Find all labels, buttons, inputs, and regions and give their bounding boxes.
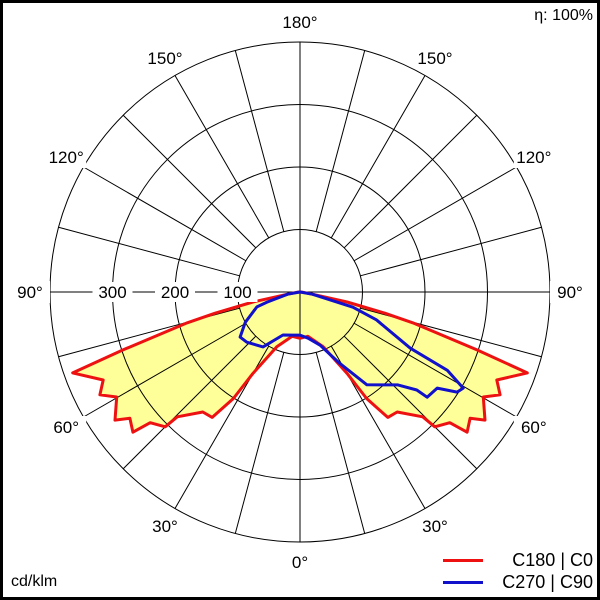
grid-spoke [353,322,517,418]
angle-label: 30° [422,517,448,536]
angle-label-bg [550,281,590,303]
angle-label: 60° [53,418,79,437]
legend-item-red: C180 | C0 [443,549,593,571]
legend-swatch-red [443,559,483,562]
angle-label-bg [513,416,554,438]
grid-spoke [83,322,247,418]
angle-label: 30° [152,517,178,536]
angle-label: 90° [17,283,43,302]
grid-spoke [234,50,285,232]
angle-label-bg [46,146,87,168]
angle-label: 60° [521,418,547,437]
angle-label-bg [145,47,185,70]
angle-label-bg [415,47,455,70]
angle-label-bg [280,551,320,573]
legend-item-blue: C270 | C90 [443,571,593,593]
grid-spoke [360,226,542,277]
series-line-C270-C90 [238,290,465,399]
angle-label: 120° [49,148,84,167]
grid-spoke [122,114,257,249]
angle-label: 180° [282,13,317,32]
grid-spoke [83,166,247,262]
angle-label: 150° [417,49,452,68]
grid-spoke [343,114,478,249]
grid-spoke [234,352,285,534]
grid-spoke [174,75,270,239]
unit-label: cd/klm [11,573,58,590]
angle-label-bg [145,514,185,537]
grid-spoke [315,352,366,534]
angle-label: 90° [557,283,583,302]
legend-label: C180 | C0 [512,550,593,570]
series-line-C180-C0 [71,290,529,434]
legend-label: C270 | C90 [502,572,593,592]
efficiency-label: η: 100% [534,7,593,24]
angle-label-bg [10,281,50,303]
angle-label-bg [46,416,87,438]
legend: C180 | C0 C270 | C90 [443,549,593,593]
grid-spoke [330,75,426,239]
grid-spoke [353,166,517,262]
series-fill-0 [72,292,528,433]
angle-label: 120° [516,148,551,167]
grid-spoke [315,50,366,232]
angle-label-bg [513,146,554,168]
angle-label-bg [415,514,455,537]
grid-spoke [58,226,240,277]
radial-tick-label: 200 [161,283,189,302]
tick-label-bg [217,282,258,302]
angle-label-bg [280,11,320,33]
grid-spoke [122,335,257,470]
legend-swatch-blue [443,581,483,584]
tick-label-bg [155,282,195,302]
angle-label: 150° [147,49,182,68]
radial-tick-label: 100 [223,283,251,302]
radial-tick-label: 300 [98,283,126,302]
grid-spoke [343,335,478,470]
angle-label: 0° [292,553,308,572]
tick-label-bg [92,282,133,302]
